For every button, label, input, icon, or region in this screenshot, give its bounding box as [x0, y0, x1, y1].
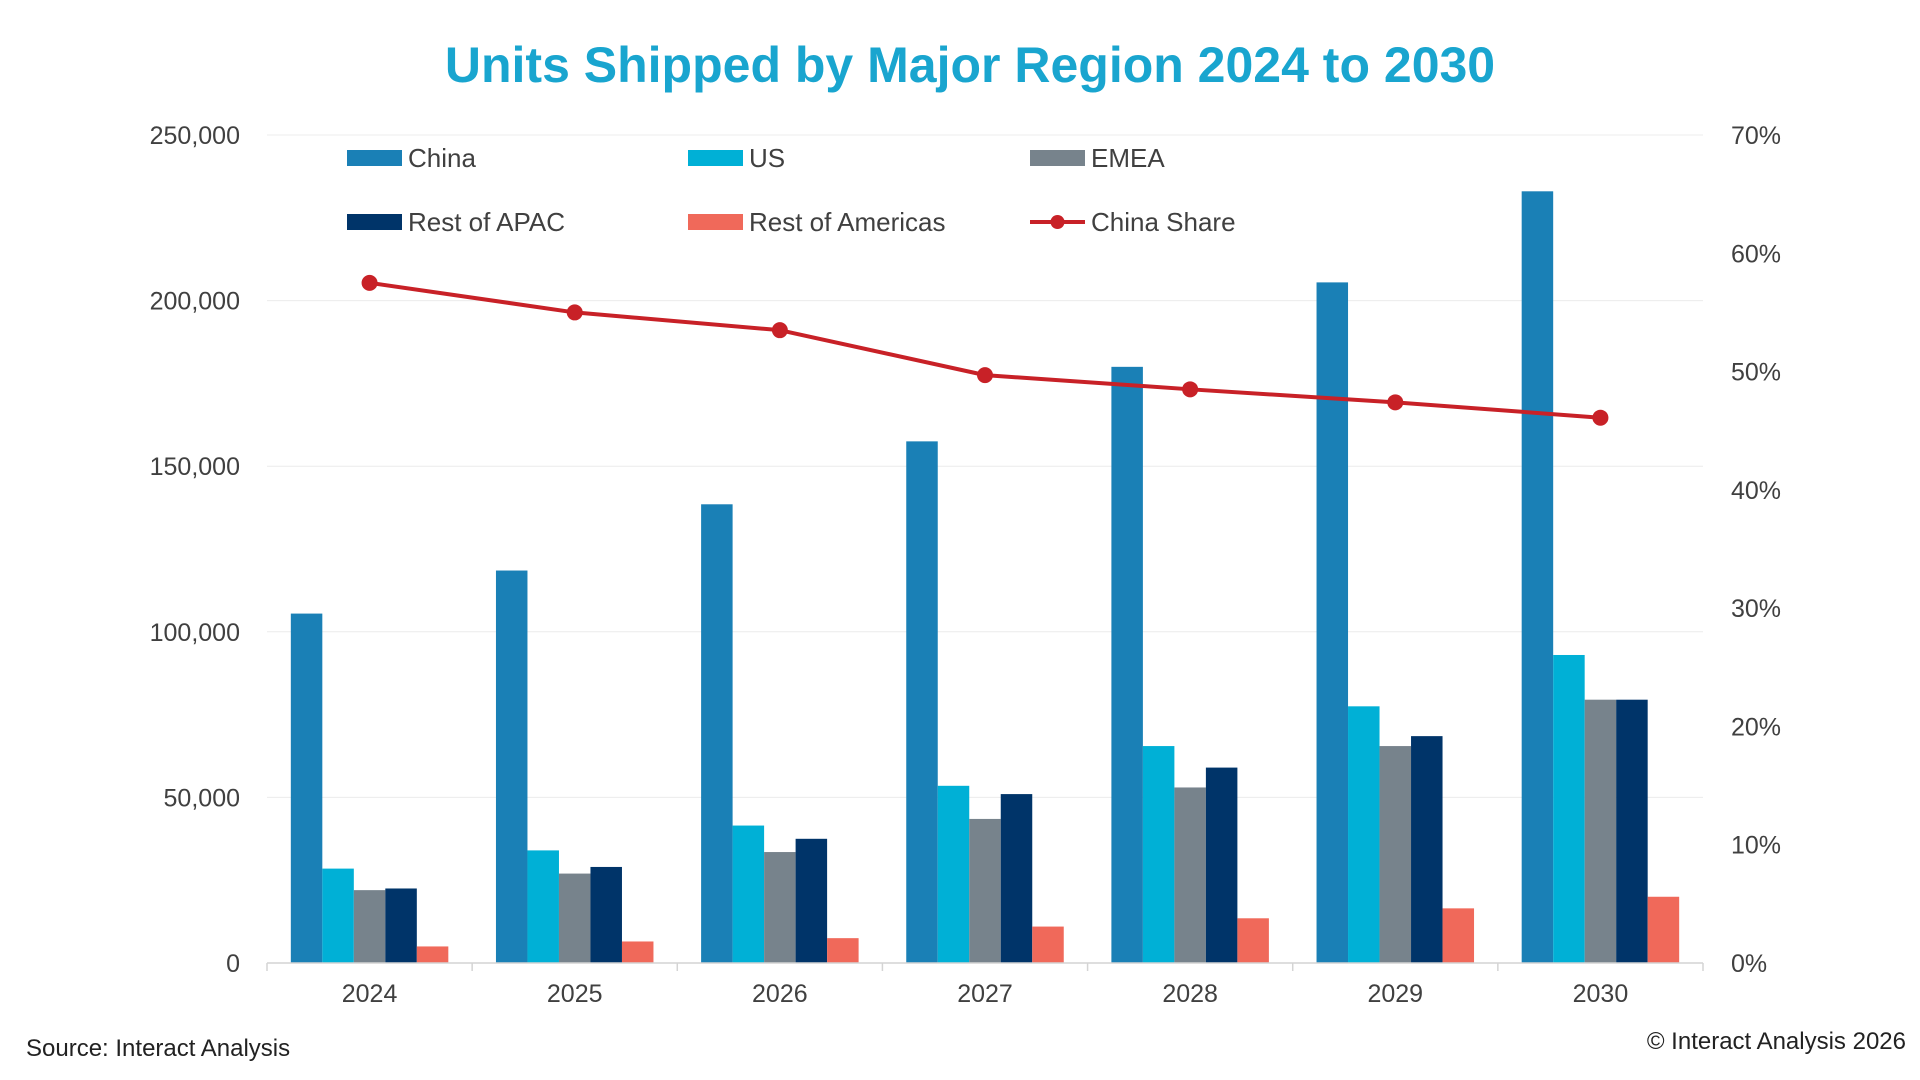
china-share-marker-2030 — [1592, 409, 1609, 426]
china-share-marker-2028 — [1182, 381, 1199, 398]
bar-china-2028 — [1111, 366, 1143, 964]
china-share-line-layer — [361, 274, 1609, 426]
bar-us-2028 — [1142, 746, 1175, 963]
china-share-marker-2024 — [361, 274, 378, 291]
bar-us-2024 — [322, 868, 354, 963]
bar-rest-of-apac-2024 — [385, 888, 417, 963]
bar-rest-of-americas-2029 — [1442, 908, 1475, 963]
bar-emea-2030 — [1584, 699, 1617, 963]
y-right-tick-label: 40% — [1731, 477, 1781, 505]
legend-label-rest-of-apac: Rest of APAC — [408, 207, 565, 237]
bar-emea-2024 — [353, 890, 386, 963]
y-left-tick-label: 200,000 — [150, 288, 240, 316]
legend-swatch-emea — [1030, 150, 1085, 166]
legend-label-emea: EMEA — [1091, 143, 1165, 173]
bar-emea-2028 — [1174, 787, 1206, 963]
bar-us-2027 — [937, 785, 970, 963]
bar-rest-of-americas-2024 — [416, 946, 449, 963]
bar-emea-2029 — [1379, 746, 1412, 963]
china-share-marker-2025 — [566, 304, 583, 321]
y-right-tick-label: 60% — [1731, 240, 1781, 268]
x-tick-label: 2030 — [1573, 980, 1629, 1008]
x-tick-label: 2024 — [342, 980, 398, 1008]
axes: 0 50,000 100,000 150,000 200,000 250,000 0% 10%… — [150, 122, 1781, 1008]
bar-rest-of-apac-2030 — [1616, 699, 1648, 963]
bar-rest-of-apac-2028 — [1205, 767, 1238, 963]
bar-china-2027 — [906, 441, 938, 963]
bar-china-2029 — [1316, 282, 1349, 963]
china-share-line — [369, 280, 1601, 420]
bar-rest-of-apac-2029 — [1411, 736, 1443, 963]
legend-swatch-china — [347, 150, 402, 166]
bar-emea-2025 — [558, 873, 591, 963]
bar-us-2025 — [527, 850, 559, 963]
legend-label-china: China — [408, 143, 476, 173]
x-tick-label: 2026 — [752, 980, 808, 1008]
legend-label-rest-of-americas: Rest of Americas — [749, 207, 946, 237]
bar-rest-of-americas-2025 — [621, 941, 654, 963]
y-left-tick-label: 50,000 — [164, 784, 240, 812]
bar-us-2026 — [732, 825, 765, 963]
bar-rest-of-apac-2025 — [590, 866, 622, 963]
legend-label-us: US — [749, 143, 785, 173]
bar-us-2030 — [1553, 654, 1585, 963]
bar-emea-2027 — [969, 818, 1001, 963]
china-share-marker-2026 — [771, 322, 788, 339]
copyright-note: © Interact Analysis 2026 — [1647, 1028, 1906, 1055]
bars — [290, 191, 1680, 964]
bar-rest-of-americas-2030 — [1647, 896, 1680, 963]
y-right-tick-label: 50% — [1731, 359, 1781, 387]
y-left-tick-label: 100,000 — [150, 619, 240, 647]
y-right-tick-label: 0% — [1731, 950, 1767, 978]
y-left-tick-label: 150,000 — [150, 453, 240, 481]
legend-swatch-us — [688, 150, 743, 166]
bar-china-2026 — [701, 504, 733, 963]
x-tick-label: 2025 — [547, 980, 603, 1008]
bar-us-2029 — [1348, 706, 1380, 963]
x-tick-label: 2028 — [1162, 980, 1218, 1008]
source-note: Source: Interact Analysis — [26, 1035, 290, 1062]
bar-rest-of-americas-2028 — [1237, 918, 1269, 963]
bar-rest-of-americas-2027 — [1032, 926, 1064, 963]
y-left-tick-label: 0 — [226, 950, 240, 978]
y-right-tick-label: 30% — [1731, 595, 1781, 623]
y-right-tick-label: 70% — [1731, 122, 1781, 150]
legend: China US EMEA Rest of APAC Rest of Americas C… — [347, 143, 1236, 237]
x-tick-label: 2029 — [1367, 980, 1423, 1008]
bar-emea-2026 — [764, 852, 796, 963]
china-share-marker-2029 — [1387, 394, 1404, 411]
x-tick-label: 2027 — [957, 980, 1013, 1008]
bar-china-2025 — [495, 570, 528, 963]
chart-title: Units Shipped by Major Region 2024 to 20… — [445, 37, 1495, 93]
bar-china-2030 — [1521, 191, 1554, 963]
bar-china-2024 — [290, 613, 323, 963]
y-right-tick-label: 10% — [1731, 832, 1781, 860]
bar-rest-of-apac-2026 — [795, 838, 828, 963]
bar-rest-of-apac-2027 — [1000, 794, 1033, 963]
y-right-tick-label: 20% — [1731, 713, 1781, 741]
y-left-tick-label: 250,000 — [150, 122, 240, 150]
legend-swatch-rest-of-americas — [688, 214, 743, 230]
bar-rest-of-americas-2026 — [827, 938, 859, 963]
legend-label-china-share: China Share — [1091, 207, 1236, 237]
legend-marker-china-share — [1050, 215, 1065, 229]
legend-swatch-rest-of-apac — [347, 214, 402, 230]
china-share-marker-2027 — [977, 367, 993, 384]
